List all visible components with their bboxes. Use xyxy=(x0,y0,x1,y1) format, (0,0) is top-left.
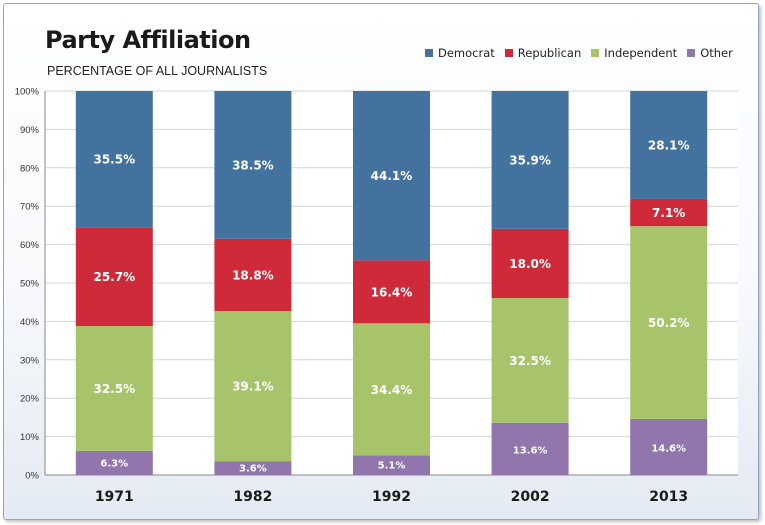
bar-independent-1982 xyxy=(214,311,292,462)
x-tick-label: 1992 xyxy=(372,489,411,505)
data-label: 6.3% xyxy=(100,458,128,469)
legend-label-independent: Independent xyxy=(604,46,678,60)
bar-republican-2013 xyxy=(630,198,708,227)
data-label: 38.5% xyxy=(232,158,274,172)
data-label: 44.1% xyxy=(371,169,413,183)
data-label: 34.4% xyxy=(371,383,413,397)
data-label: 16.4% xyxy=(371,285,413,299)
y-tick-label: 40% xyxy=(20,317,40,328)
y-tick-label: 0% xyxy=(25,471,39,482)
data-label: 35.9% xyxy=(509,153,551,167)
bar-independent-1992 xyxy=(353,323,430,456)
bar-republican-2002 xyxy=(491,228,569,298)
legend-item-republican: Republican xyxy=(504,46,582,60)
chart-subtitle: PERCENTAGE OF ALL JOURNALISTS xyxy=(47,64,268,78)
bar-independent-2013 xyxy=(630,226,708,419)
x-tick-label: 1971 xyxy=(95,489,134,505)
y-tick-label: 20% xyxy=(20,394,40,405)
data-label: 39.1% xyxy=(232,380,274,394)
data-label: 18.0% xyxy=(509,257,551,271)
x-tick-label: 2002 xyxy=(511,489,550,505)
bar-republican-1982 xyxy=(214,238,292,312)
legend-label-other: Other xyxy=(700,46,733,60)
y-tick-label: 30% xyxy=(20,355,40,366)
x-tick-label: 2013 xyxy=(649,489,688,505)
legend-item-independent: Independent xyxy=(591,46,677,60)
bar-other-1992 xyxy=(353,455,430,475)
bar-other-2013 xyxy=(630,418,708,475)
bar-other-1971 xyxy=(75,450,153,475)
legend-swatch-democrat xyxy=(425,49,433,57)
data-label: 25.7% xyxy=(93,270,135,284)
y-tick-label: 10% xyxy=(20,432,40,443)
y-tick-label: 60% xyxy=(20,240,40,251)
bar-democrat-2013 xyxy=(630,91,708,199)
data-label: 5.1% xyxy=(378,461,406,472)
y-tick-label: 80% xyxy=(20,163,40,174)
bar-democrat-1971 xyxy=(75,91,153,228)
bar-independent-2002 xyxy=(491,297,569,423)
legend-swatch-republican xyxy=(504,49,513,57)
bar-democrat-1992 xyxy=(353,91,430,261)
y-tick-label: 50% xyxy=(20,279,40,290)
legend-swatch-independent xyxy=(591,49,600,57)
legend: Democrat Republican Independent Other xyxy=(425,46,743,60)
data-label: 35.5% xyxy=(93,153,135,167)
bar-other-1982 xyxy=(214,461,292,475)
y-tick-label: 100% xyxy=(15,87,40,98)
x-tick-label: 1982 xyxy=(233,489,272,505)
y-tick-label: 70% xyxy=(20,202,40,213)
bar-democrat-1982 xyxy=(214,91,292,239)
legend-swatch-other xyxy=(687,49,696,57)
data-label: 3.6% xyxy=(239,464,267,475)
y-tick-label: 90% xyxy=(20,125,40,136)
legend-label-democrat: Democrat xyxy=(438,46,495,60)
data-label: 32.5% xyxy=(93,382,135,396)
legend-item-democrat: Democrat xyxy=(425,46,495,60)
bar-other-2002 xyxy=(491,422,569,475)
bar-democrat-2002 xyxy=(491,91,569,229)
data-label: 50.2% xyxy=(648,316,690,330)
data-label: 13.6% xyxy=(513,445,548,456)
bar-republican-1971 xyxy=(75,227,153,327)
data-label: 32.5% xyxy=(509,354,551,368)
legend-item-other: Other xyxy=(687,46,733,60)
data-label: 14.6% xyxy=(651,443,686,454)
bar-republican-1992 xyxy=(353,260,430,324)
data-label: 28.1% xyxy=(648,138,690,152)
chart-title: Party Affiliation xyxy=(45,26,251,54)
data-label: 7.1% xyxy=(652,206,685,220)
data-label: 18.8% xyxy=(232,268,274,282)
bar-independent-1971 xyxy=(75,326,153,451)
legend-label-republican: Republican xyxy=(517,46,582,60)
